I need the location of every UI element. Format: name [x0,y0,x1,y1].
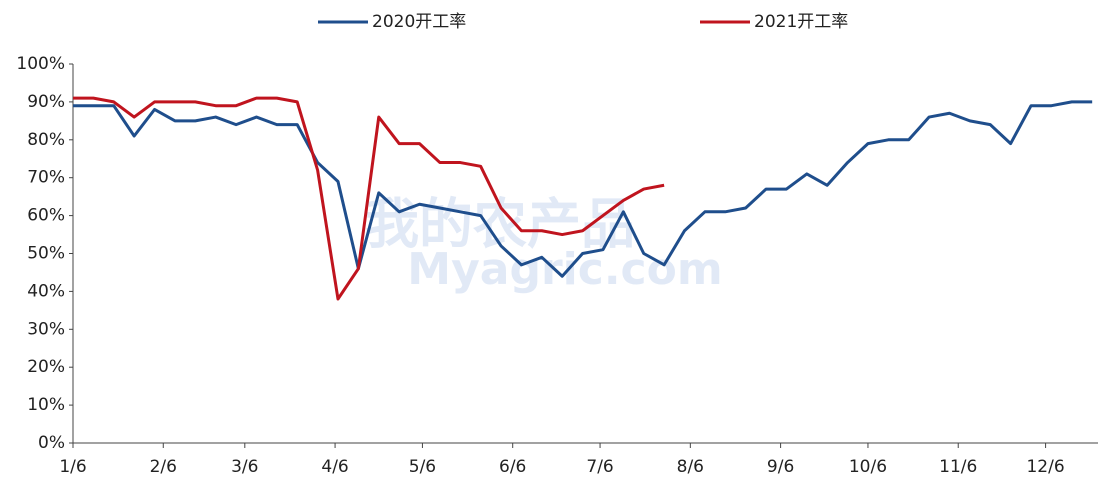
y-tick-label: 80% [27,130,65,150]
series-line [73,96,665,301]
x-tick-label: 7/6 [586,457,613,477]
x-tick-label: 8/6 [677,457,704,477]
y-tick-label: 50% [27,244,65,264]
y-tick-label: 60% [27,206,65,226]
x-tick-label: 2/6 [150,457,177,477]
y-tick-label: 100% [16,54,65,74]
y-tick-label: 20% [27,357,65,377]
y-tick-label: 0% [38,433,65,453]
x-tick-label: 12/6 [1026,457,1064,477]
y-tick-label: 90% [27,92,65,112]
y-tick-label: 10% [27,395,65,415]
x-tick-label: 1/6 [59,457,86,477]
x-tick-label: 9/6 [767,457,794,477]
series-line [73,100,1093,278]
y-tick-label: 70% [27,168,65,188]
watermark: Myagric.com [407,244,722,295]
x-tick-label: 4/6 [321,457,348,477]
x-tick-label: 5/6 [409,457,436,477]
x-tick-label: 10/6 [849,457,887,477]
legend-label: 2020开工率 [372,12,466,32]
y-tick-label: 30% [27,319,65,339]
y-tick-label: 40% [27,281,65,301]
legend-label: 2021开工率 [754,12,848,32]
x-tick-label: 3/6 [231,457,258,477]
x-tick-label: 11/6 [939,457,977,477]
x-tick-label: 6/6 [499,457,526,477]
